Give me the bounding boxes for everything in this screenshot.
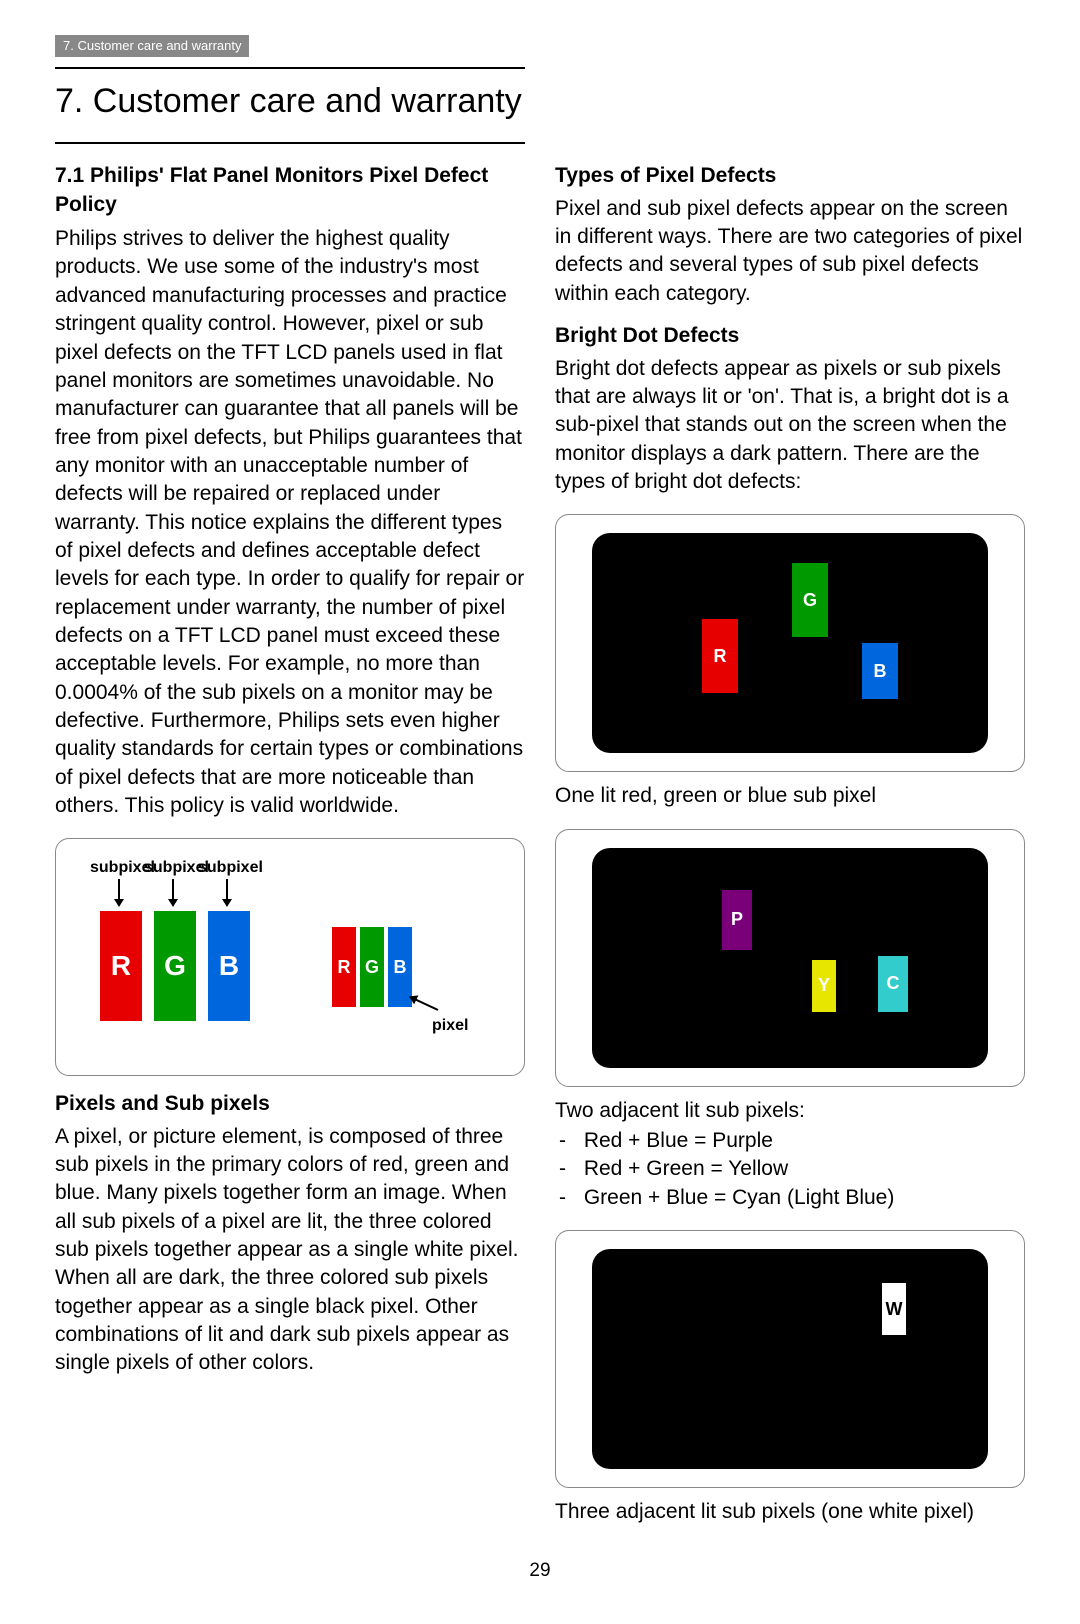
section-heading-7-1: 7.1 Philips' Flat Panel Monitors Pixel D… [55,162,525,219]
defect-subpixel: G [792,563,828,637]
subpixel-bar: G [154,911,196,1021]
arrow-down-icon [172,879,174,905]
arrow-down-icon [226,879,228,905]
defect-subpixel: W [882,1283,906,1335]
pixel-label: pixel [432,1015,468,1037]
figure-three-adjacent-caption: Three adjacent lit sub pixels (one white… [555,1498,1025,1526]
subpixel-label: subpixel [90,857,150,879]
figure-two-adjacent-caption: Two adjacent lit sub pixels: [555,1097,1025,1125]
list-item: Red + Blue = Purple [555,1127,1025,1155]
pixel-bar: G [360,927,384,1007]
subpixel-bar: B [208,911,250,1021]
defect-subpixel: Y [812,960,836,1012]
divider [55,67,525,69]
defect-subpixel: B [862,643,898,699]
figure-three-adjacent: W [555,1230,1025,1488]
bright-dot-paragraph: Bright dot defects appear as pixels or s… [555,355,1025,497]
bright-dot-heading: Bright Dot Defects [555,322,1025,350]
pixel-bar: R [332,927,356,1007]
figure-two-adjacent: P YC [555,829,1025,1087]
left-column: 7.1 Philips' Flat Panel Monitors Pixel D… [55,162,525,1528]
types-heading: Types of Pixel Defects [555,162,1025,190]
figure-rgb-subpixels: GR B [555,514,1025,772]
defect-subpixel: P [722,890,752,950]
pixels-subpixels-paragraph: A pixel, or picture element, is composed… [55,1123,525,1378]
defect-subpixel: C [878,956,908,1012]
arrow-down-icon [118,879,120,905]
pixel-subpixel-diagram: subpixelsubpixelsubpixelRGBRGBpixel [55,838,525,1076]
page-number: 29 [55,1558,1025,1584]
right-column: Types of Pixel Defects Pixel and sub pix… [555,162,1025,1528]
two-adjacent-list: Red + Blue = PurpleRed + Green = YellowG… [555,1127,1025,1212]
subpixel-label: subpixel [198,857,258,879]
types-paragraph: Pixel and sub pixel defects appear on th… [555,195,1025,308]
subpixel-bar: R [100,911,142,1021]
intro-paragraph: Philips strives to deliver the highest q… [55,225,525,820]
page-title: 7. Customer care and warranty [55,79,1025,125]
defect-subpixel: R [702,619,738,693]
list-item: Red + Green = Yellow [555,1155,1025,1183]
running-header: 7. Customer care and warranty [55,35,249,57]
arrow-icon [410,997,438,1011]
content-columns: 7.1 Philips' Flat Panel Monitors Pixel D… [55,162,1025,1528]
subpixel-label: subpixel [144,857,204,879]
pixels-subpixels-heading: Pixels and Sub pixels [55,1090,525,1118]
figure-rgb-caption: One lit red, green or blue sub pixel [555,782,1025,810]
list-item: Green + Blue = Cyan (Light Blue) [555,1184,1025,1212]
divider [55,142,525,144]
